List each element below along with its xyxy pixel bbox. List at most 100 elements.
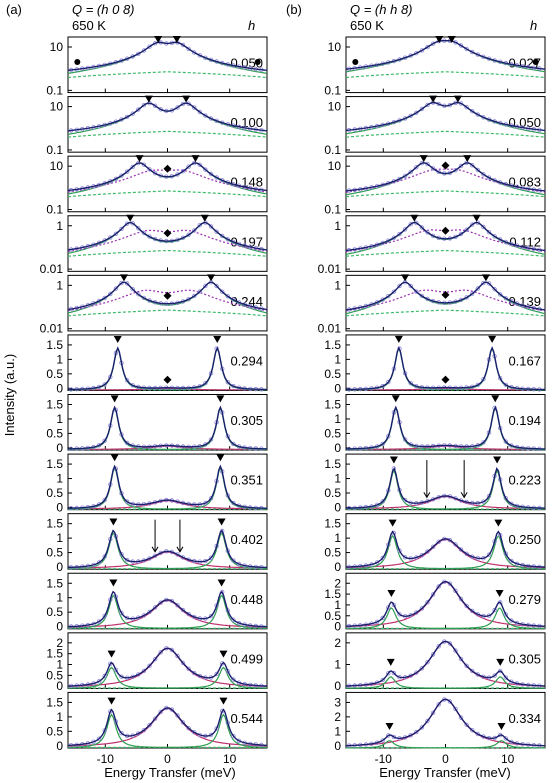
- peak-marker: [387, 589, 396, 597]
- y-tick-label: 0.01: [318, 262, 342, 276]
- y-tick-label: 0: [334, 441, 341, 455]
- y-tick-label: 10: [328, 100, 342, 114]
- y-tick-label: 0.5: [46, 367, 63, 381]
- peak-marker: [219, 650, 228, 658]
- peak-marker: [154, 36, 163, 43]
- y-tick-label: 1.5: [324, 587, 341, 601]
- arrow-head: [460, 492, 468, 499]
- background-line: [345, 71, 546, 79]
- data-point: [470, 222, 475, 227]
- y-tick-label: 1.5: [46, 647, 63, 661]
- data-point: [96, 679, 102, 684]
- data-point: [180, 607, 186, 613]
- data-point: [503, 736, 508, 741]
- subplot-h-0.112: 10.010.112: [318, 214, 546, 276]
- data-point: [425, 600, 430, 605]
- subplot-h-0.250: 1.510.50 0.250: [324, 513, 546, 574]
- data-point: [419, 606, 425, 611]
- data-point: [231, 733, 236, 739]
- peak-marker: [135, 155, 144, 163]
- peak-marker: [216, 454, 225, 462]
- h-value-label: 0.448: [230, 592, 263, 607]
- data-point: [124, 499, 130, 504]
- peak-marker: [429, 95, 438, 103]
- y-tick-label: 0.1: [46, 203, 63, 217]
- peak-marker: [488, 335, 497, 343]
- subplot-h-0.167: 1.510.50 0.167: [324, 334, 546, 395]
- y-tick-label: 0.01: [318, 322, 342, 336]
- data-point: [486, 175, 492, 180]
- x-tick-label: -10: [375, 752, 393, 766]
- background-line: [345, 249, 546, 257]
- data-point: [180, 720, 186, 725]
- subplot-h-0.050: 100.10.050: [46, 36, 268, 97]
- data-point: [169, 647, 175, 653]
- diamond-marker: [441, 161, 450, 170]
- h-value-label: 0.223: [508, 473, 541, 488]
- data-point: [386, 671, 391, 676]
- y-tick-label: 1.5: [324, 338, 341, 352]
- data-point: [380, 738, 385, 743]
- data-point: [197, 53, 202, 58]
- peak-marker: [493, 456, 502, 464]
- y-tick-label: 0.5: [46, 724, 63, 738]
- data-point: [486, 494, 492, 499]
- subplot-frame: [67, 453, 268, 511]
- y-tick-label: 0: [334, 560, 341, 574]
- subplot-h-0.499: 21.510.50 0.499: [46, 632, 268, 693]
- purple-mode-line: [67, 169, 268, 193]
- data-point: [169, 707, 175, 712]
- data-point: [503, 296, 508, 301]
- x-tick-label: 10: [501, 752, 515, 766]
- purple-mode-line: [67, 289, 268, 312]
- h-value-label: 0.167: [508, 353, 541, 368]
- data-point: [102, 554, 107, 559]
- subplot-h-0.351: 1.510.50 0.351: [46, 453, 268, 514]
- data-point: [141, 102, 147, 108]
- y-axis-label: Intensity (a.u.): [2, 354, 17, 436]
- data-point: [509, 558, 514, 564]
- subplot-frame: [67, 274, 268, 332]
- peak-marker: [110, 395, 119, 403]
- y-tick-label: 0.01: [40, 262, 64, 276]
- peak-marker: [419, 155, 428, 163]
- data-point: [509, 501, 514, 506]
- data-point: [458, 715, 464, 720]
- data-point: [96, 619, 102, 624]
- panel-a-title: Q = (h 0 8): [72, 2, 135, 17]
- arrow-head: [151, 546, 159, 553]
- data-point: [180, 42, 186, 48]
- data-point: [180, 168, 186, 174]
- data-point: [152, 605, 158, 610]
- total-fit-line: [346, 346, 545, 391]
- data-point: [186, 611, 191, 617]
- y-tick-label: 0.5: [324, 426, 341, 440]
- data-point: [113, 286, 119, 291]
- purple-mode-line: [67, 229, 268, 252]
- y-tick-label: 0.5: [46, 668, 63, 682]
- data-point: [447, 641, 453, 646]
- peak-marker: [119, 274, 128, 282]
- total-fit-line: [67, 590, 268, 628]
- data-point: [231, 297, 236, 302]
- background-line: [345, 190, 546, 198]
- total-fit-line: [345, 40, 546, 70]
- data-point: [124, 169, 130, 174]
- data-point: [113, 667, 119, 672]
- y-tick-label: 1.5: [46, 517, 63, 531]
- data-point: [180, 660, 186, 666]
- y-tick-label: 0.5: [46, 426, 63, 440]
- y-tick-label: 10: [328, 40, 342, 54]
- data-point: [470, 108, 475, 114]
- y-tick-label: 0: [56, 500, 63, 514]
- total-fit-line: [67, 405, 268, 450]
- data-point: [136, 107, 141, 112]
- peak-marker: [495, 589, 504, 597]
- peak-marker: [472, 214, 481, 222]
- data-point: [408, 381, 413, 386]
- data-point: [152, 657, 158, 662]
- data-point: [425, 44, 430, 50]
- data-point: [113, 176, 119, 181]
- y-tick-label: 10: [50, 159, 64, 173]
- data-point: [397, 612, 402, 617]
